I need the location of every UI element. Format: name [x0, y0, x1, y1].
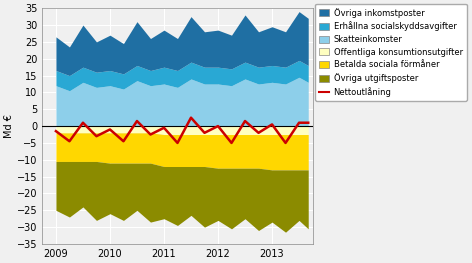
Y-axis label: Md €: Md €: [4, 114, 14, 138]
Legend: Övriga inkomstposter, Erhållna socialskyddsavgifter, Skatteinkomster, Offentliga: Övriga inkomstposter, Erhållna socialsky…: [315, 3, 467, 101]
